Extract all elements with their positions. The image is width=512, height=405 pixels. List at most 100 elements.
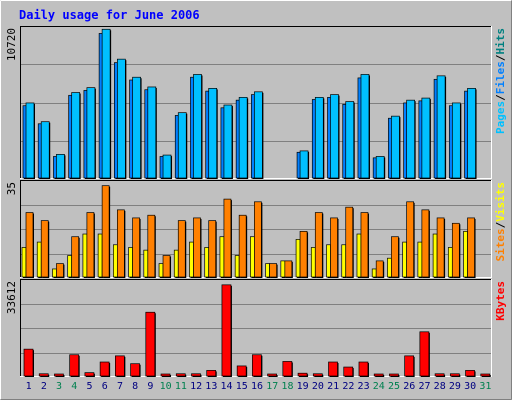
bar-visits: [189, 241, 194, 278]
bar-kbytes: [23, 348, 34, 377]
bar-visits: [52, 268, 57, 278]
bar-sites: [223, 198, 232, 278]
bar-sites: [71, 236, 80, 278]
bar-kbytes: [99, 361, 110, 377]
bar-hits: [314, 97, 324, 179]
x-tick-label: 9: [147, 381, 153, 392]
bar-hits: [391, 115, 400, 179]
x-tick-label: 20: [312, 381, 324, 392]
x-tick-label: 14: [221, 381, 233, 392]
bar-visits: [128, 247, 133, 278]
bar-hits: [467, 87, 476, 179]
bar-kbytes: [434, 373, 445, 377]
bar-sites: [56, 263, 64, 278]
bar-sites: [284, 260, 293, 278]
bar-sites: [238, 214, 247, 278]
bar-visits: [295, 239, 301, 278]
bar-sites: [330, 217, 338, 278]
bar-hits: [25, 102, 35, 179]
bar-sites: [162, 255, 171, 278]
bar-sites: [177, 220, 186, 278]
x-tick-label: 26: [403, 381, 415, 392]
bar-sites: [208, 220, 217, 278]
bar-hits: [238, 97, 248, 179]
bar-visits: [36, 241, 42, 278]
bar-sites: [345, 206, 354, 278]
series-legend-part: Sites: [494, 228, 507, 261]
x-tick-label: 1: [26, 381, 32, 392]
x-tick-label: 5: [87, 381, 93, 392]
bar-sites: [421, 209, 430, 278]
series-legend: KBytes: [494, 281, 507, 321]
bar-hits: [436, 75, 446, 179]
bar-kbytes: [373, 373, 384, 377]
bar-visits: [219, 236, 225, 278]
series-legend-part: Visits: [494, 182, 507, 222]
x-tick-label: 10: [160, 381, 172, 392]
bar-hits: [208, 87, 218, 179]
y-axis-max-label: 10720: [5, 28, 18, 61]
bar-visits: [402, 241, 407, 278]
bar-kbytes: [267, 373, 277, 377]
bar-visits: [21, 247, 27, 278]
series-legend-part: /: [494, 54, 507, 61]
bar-visits: [417, 241, 423, 278]
bar-hits: [254, 91, 263, 179]
bar-visits: [371, 268, 377, 278]
bar-visits: [67, 255, 73, 278]
bar-visits: [356, 233, 362, 278]
bar-hits: [360, 74, 370, 179]
bar-sites: [147, 214, 156, 278]
bar-hits: [56, 154, 65, 179]
bar-sites: [360, 212, 369, 278]
bar-visits: [113, 244, 118, 278]
bar-hits: [451, 102, 461, 179]
bar-kbytes: [130, 363, 140, 377]
bar-visits: [204, 247, 210, 278]
bar-sites: [86, 212, 95, 278]
bar-sites: [269, 263, 277, 278]
bar-kbytes: [328, 361, 338, 377]
bar-visits: [387, 257, 392, 278]
series-legend-part: /: [494, 94, 507, 101]
bar-kbytes: [465, 370, 475, 377]
x-tick-label: 29: [449, 381, 461, 392]
bar-hits: [345, 101, 355, 179]
bar-sites: [299, 230, 308, 278]
bar-hits: [375, 156, 385, 179]
bar-hits: [193, 74, 202, 179]
x-tick-label: 16: [251, 381, 263, 392]
bar-sites: [101, 185, 110, 278]
bar-kbytes: [404, 355, 414, 377]
bar-hits: [177, 112, 187, 179]
bar-sites: [375, 260, 384, 278]
x-tick-label: 31: [479, 381, 491, 392]
bar-hits: [71, 92, 81, 179]
bar-sites: [451, 222, 460, 278]
bar-hits: [421, 97, 431, 179]
bar-visits: [250, 236, 255, 278]
x-tick-label: 25: [388, 381, 400, 392]
bar-sites: [40, 220, 49, 278]
bar-kbytes: [358, 361, 369, 377]
bar-visits: [234, 255, 240, 278]
series-legend: Sites/Visits: [494, 182, 507, 262]
x-tick-label: 12: [190, 381, 202, 392]
bar-kbytes: [84, 372, 95, 377]
bar-hits: [86, 87, 96, 179]
bar-kbytes: [389, 373, 399, 377]
bar-visits: [265, 263, 270, 278]
bar-kbytes: [160, 373, 171, 377]
x-tick-label: 21: [327, 381, 339, 392]
bar-hits: [330, 94, 339, 179]
bar-visits: [463, 230, 468, 278]
x-tick-label: 13: [205, 381, 217, 392]
x-tick-label: 24: [373, 381, 385, 392]
y-axis-max-label: 35: [5, 182, 18, 195]
y-axis-max-label: 33612: [5, 281, 18, 314]
bar-visits: [158, 263, 164, 278]
x-tick-label: 19: [297, 381, 309, 392]
bar-visits: [341, 244, 347, 278]
bar-visits: [432, 233, 438, 278]
